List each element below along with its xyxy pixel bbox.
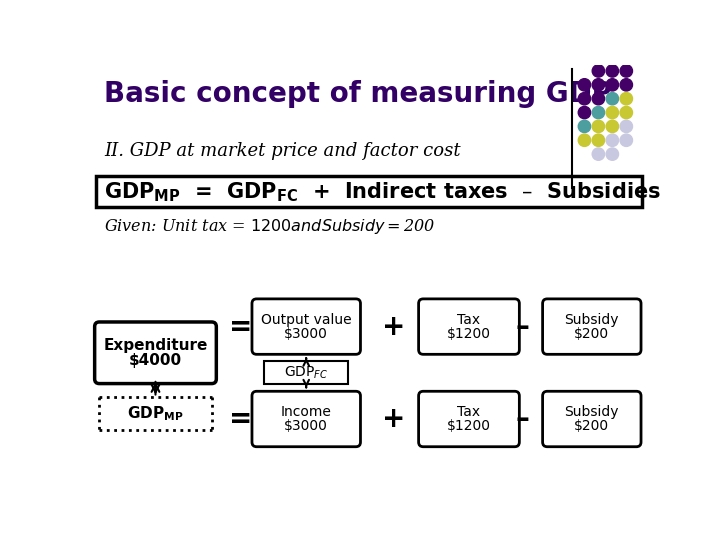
Circle shape (620, 120, 632, 132)
Circle shape (620, 92, 632, 105)
Text: $200: $200 (575, 419, 609, 433)
Text: Subsidy: Subsidy (564, 313, 619, 327)
Circle shape (578, 92, 590, 105)
Text: Given: Unit tax = $1200 and Subsidy = $200: Given: Unit tax = $1200 and Subsidy = $2… (104, 217, 436, 236)
Circle shape (578, 106, 590, 119)
Circle shape (606, 92, 618, 105)
FancyBboxPatch shape (264, 361, 348, 384)
Text: Output value: Output value (261, 313, 351, 327)
Text: $1200: $1200 (447, 419, 491, 433)
Text: Tax: Tax (457, 405, 480, 419)
Text: =: = (230, 313, 253, 341)
Circle shape (578, 79, 590, 91)
Circle shape (606, 79, 618, 91)
Text: GDP$_{FC}$: GDP$_{FC}$ (284, 364, 328, 381)
Text: +: + (382, 313, 405, 341)
Text: $3000: $3000 (284, 419, 328, 433)
Text: $\mathbf{GDP_{MP}}$  =  $\mathbf{GDP_{FC}}$  +  Indirect taxes  –  Subsidies: $\mathbf{GDP_{MP}}$ = $\mathbf{GDP_{FC}}… (104, 180, 661, 204)
Text: GDP$_{\mathbf{MP}}$: GDP$_{\mathbf{MP}}$ (127, 404, 184, 423)
Circle shape (578, 134, 590, 146)
FancyBboxPatch shape (94, 322, 216, 383)
Text: $1200: $1200 (447, 327, 491, 341)
Circle shape (620, 79, 632, 91)
Text: –: – (516, 405, 529, 433)
Circle shape (578, 120, 590, 132)
Text: Subsidy: Subsidy (564, 405, 619, 419)
Circle shape (593, 106, 605, 119)
Text: $3000: $3000 (284, 327, 328, 341)
FancyBboxPatch shape (418, 299, 519, 354)
Circle shape (593, 134, 605, 146)
Text: =: = (230, 405, 253, 433)
FancyBboxPatch shape (252, 392, 361, 447)
FancyBboxPatch shape (543, 392, 641, 447)
Text: $4000: $4000 (129, 353, 182, 368)
Circle shape (606, 148, 618, 160)
FancyBboxPatch shape (252, 299, 361, 354)
Circle shape (606, 106, 618, 119)
Circle shape (620, 106, 632, 119)
FancyBboxPatch shape (543, 299, 641, 354)
Circle shape (606, 134, 618, 146)
Text: II. GDP at market price and factor cost: II. GDP at market price and factor cost (104, 142, 461, 160)
Text: Income: Income (281, 405, 332, 419)
Circle shape (593, 120, 605, 132)
Circle shape (606, 65, 618, 77)
FancyBboxPatch shape (418, 392, 519, 447)
Circle shape (593, 148, 605, 160)
Text: +: + (382, 405, 405, 433)
Circle shape (606, 120, 618, 132)
Text: –: – (516, 313, 529, 341)
Circle shape (593, 79, 605, 91)
Circle shape (593, 92, 605, 105)
Text: Expenditure: Expenditure (103, 339, 207, 353)
Text: Tax: Tax (457, 313, 480, 327)
Circle shape (620, 65, 632, 77)
Text: $200: $200 (575, 327, 609, 341)
Text: Basic concept of measuring GDP: Basic concept of measuring GDP (104, 80, 612, 108)
Circle shape (620, 134, 632, 146)
Circle shape (593, 65, 605, 77)
FancyBboxPatch shape (96, 177, 642, 207)
